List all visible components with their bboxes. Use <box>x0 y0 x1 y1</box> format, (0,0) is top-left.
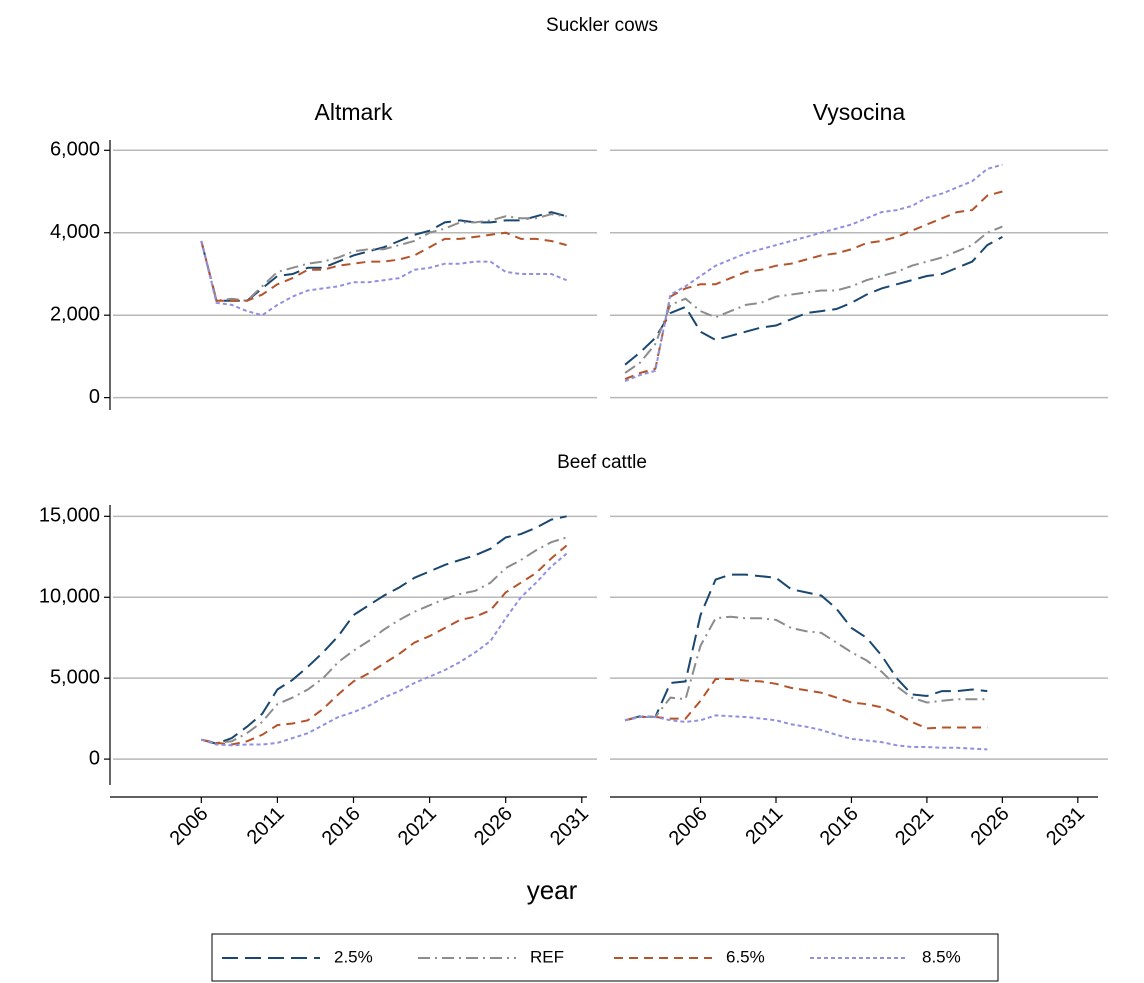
y-tick-label: 15,000 <box>39 505 100 527</box>
series-line <box>624 714 988 751</box>
series-line <box>624 163 1003 383</box>
panel-title: Altmark <box>315 99 393 125</box>
legend-label: 2.5% <box>334 947 373 966</box>
series-line <box>200 213 567 302</box>
legend-label: 6.5% <box>726 947 765 966</box>
series-line <box>624 615 988 722</box>
series-line <box>624 573 988 722</box>
panel-title: Vysocina <box>813 99 906 125</box>
series-line <box>624 236 1003 366</box>
series-line <box>200 240 567 317</box>
y-tick-label: 5,000 <box>50 666 100 688</box>
series-line <box>200 231 567 302</box>
y-tick-label: 0 <box>89 386 100 408</box>
row-title: Beef cattle <box>557 452 647 473</box>
series-line <box>624 225 1003 374</box>
series-line <box>201 536 567 744</box>
legend-label: REF <box>530 947 564 966</box>
legend-box <box>211 933 999 982</box>
y-tick-label: 4,000 <box>50 221 100 243</box>
series-line <box>624 190 1003 381</box>
y-tick-label: 2,000 <box>50 303 100 325</box>
legend-label: 8.5% <box>922 947 961 966</box>
y-tick-label: 6,000 <box>50 139 100 161</box>
x-axis-label: year <box>527 875 578 905</box>
row-title: Suckler cows <box>546 15 658 36</box>
y-tick-label: 10,000 <box>39 586 100 608</box>
legend: 2.5% REF 6.5% 8.5% <box>222 947 961 966</box>
series-line <box>201 544 568 746</box>
series-line <box>624 678 988 730</box>
series-line <box>201 515 567 745</box>
series-line <box>200 211 567 302</box>
y-tick-label: 0 <box>89 747 100 769</box>
